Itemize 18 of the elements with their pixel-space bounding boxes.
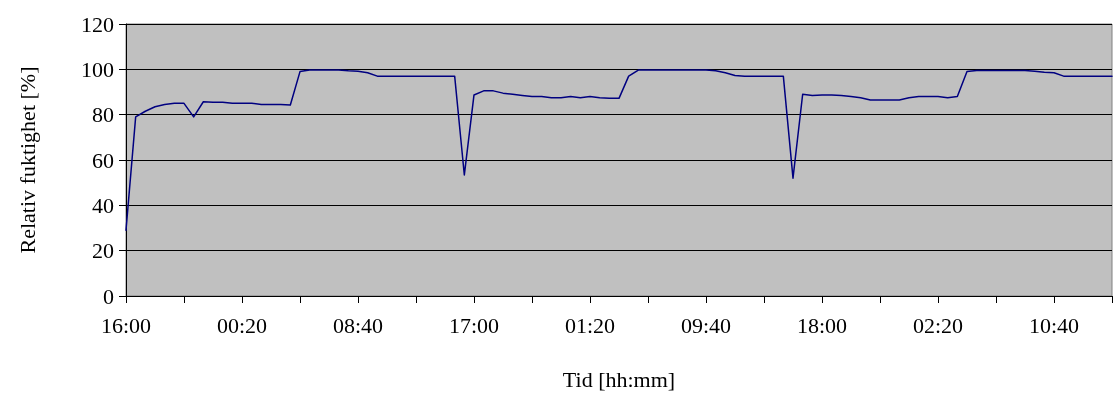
x-tick-label: 08:40 [332,312,384,338]
x-tick-label: 09:40 [680,312,732,338]
x-tick-label: 01:20 [564,312,616,338]
x-tick-label: 17:00 [448,312,500,338]
y-tick-label: 60 [92,147,114,173]
y-axis-title: Relativ fuktighet [%] [14,66,40,254]
y-tick-label: 80 [92,102,114,128]
y-tick-label: 40 [92,192,114,218]
x-tick-label: 02:20 [912,312,964,338]
y-tick-label: 120 [81,11,114,37]
x-tick-label: 10:40 [1028,312,1080,338]
x-axis-title: Tid [hh:mm] [562,366,676,392]
x-tick-label: 16:00 [100,312,152,338]
x-tick-label: 00:20 [216,312,268,338]
y-tick-label: 100 [81,56,114,82]
x-tick-label: 18:00 [796,312,848,338]
y-tick-label: 0 [103,283,114,309]
y-tick-label: 20 [92,238,114,264]
